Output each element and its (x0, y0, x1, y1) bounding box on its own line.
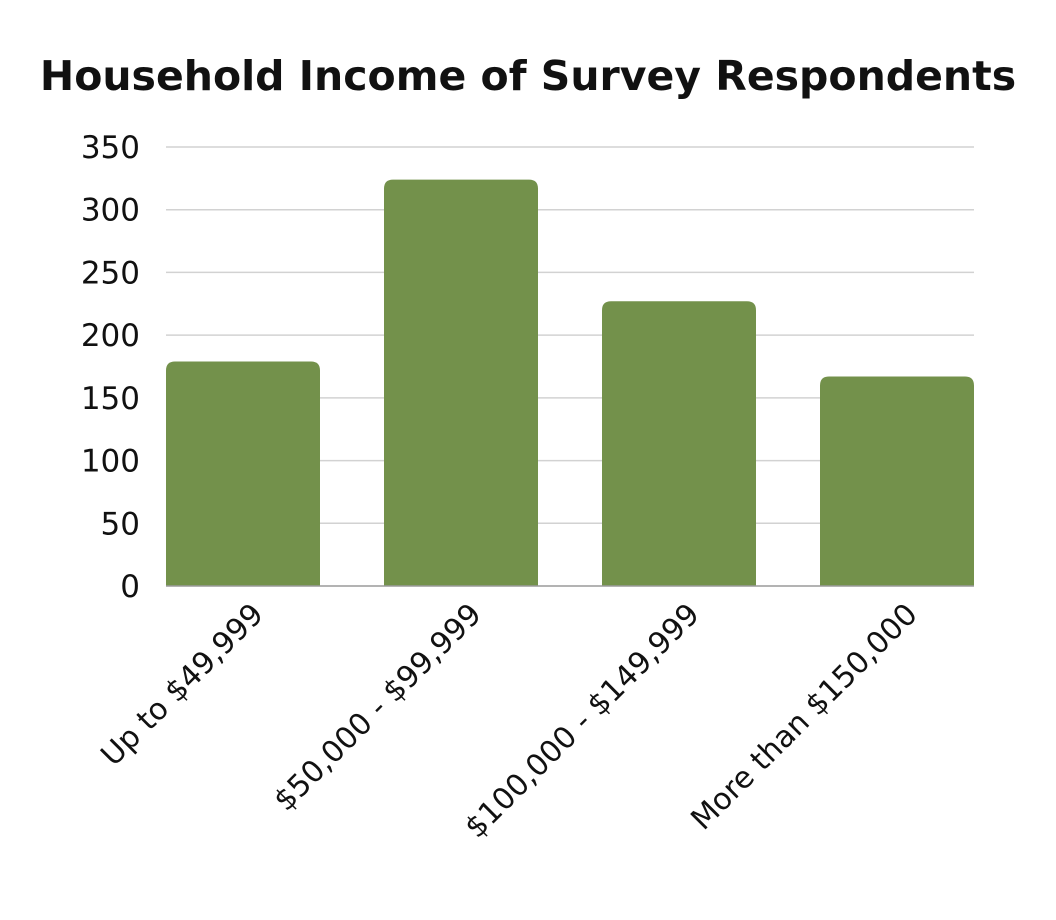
y-axis-ticks: 0 50 100 150 200 250 300 350 (81, 130, 140, 605)
y-tick-label: 250 (81, 255, 140, 291)
y-tick-label: 150 (81, 381, 140, 417)
chart-title: Household Income of Survey Respondents (39, 52, 1017, 100)
bar-2 (602, 301, 756, 586)
x-category-label: Up to $49,999 (94, 597, 270, 773)
y-tick-label: 0 (120, 569, 140, 605)
x-axis-labels: Up to $49,999$50,000 - $99,999$100,000 -… (94, 597, 924, 845)
bar-0 (166, 361, 320, 586)
bars (166, 179, 974, 586)
bar-1 (384, 179, 538, 586)
y-tick-label: 300 (81, 193, 140, 229)
y-tick-label: 350 (81, 130, 140, 166)
y-tick-label: 200 (81, 318, 140, 354)
y-tick-label: 100 (81, 444, 140, 480)
y-tick-label: 50 (101, 506, 140, 542)
x-category-label: More than $150,000 (684, 597, 924, 837)
bar-3 (820, 376, 974, 586)
x-category-label: $50,000 - $99,999 (267, 597, 488, 818)
x-category-label: $100,000 - $149,999 (458, 597, 706, 845)
